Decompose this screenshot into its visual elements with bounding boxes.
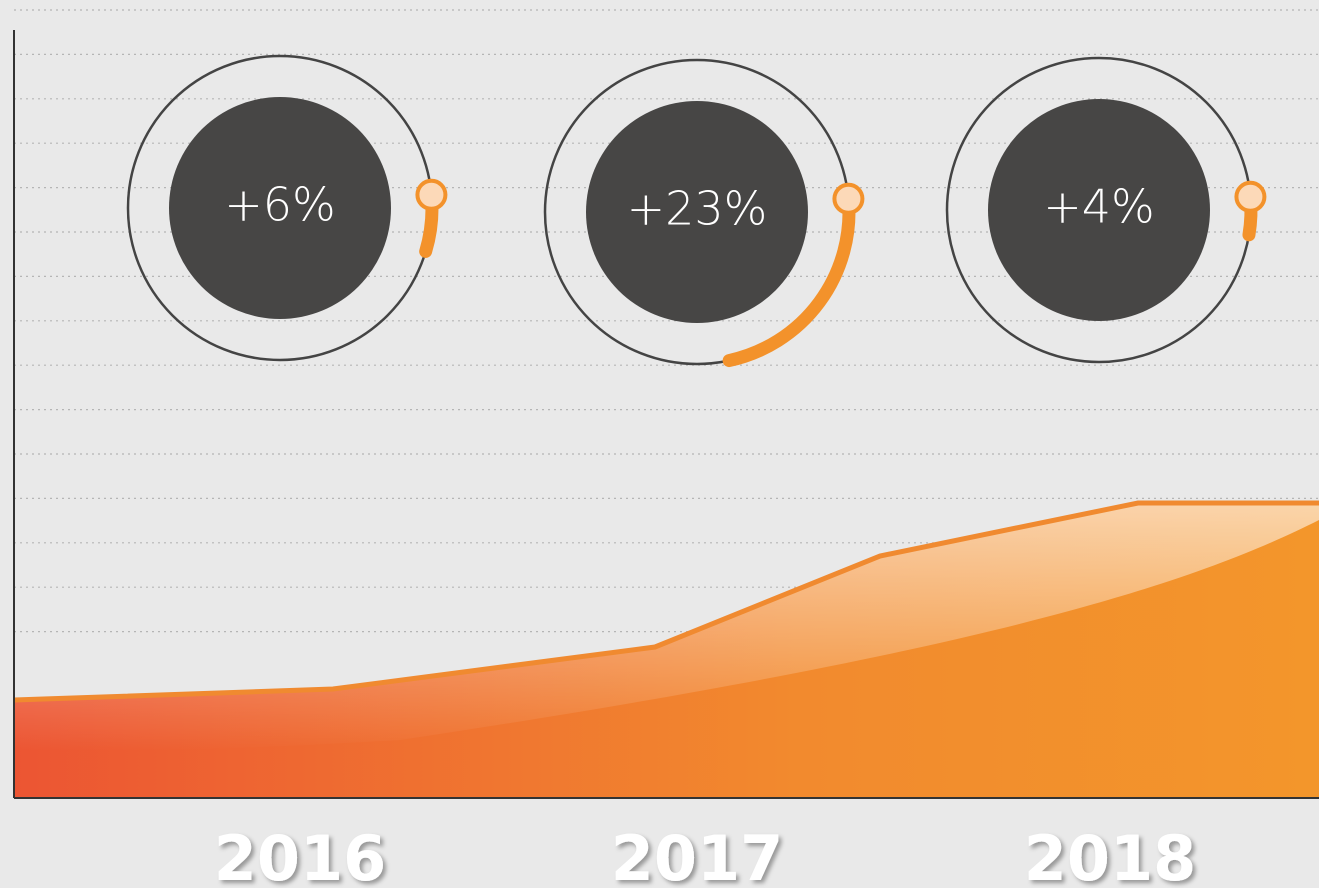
gauge-core	[586, 101, 808, 323]
gauge-knob	[1234, 180, 1267, 213]
gauge-knob	[832, 182, 865, 215]
gauge-knob	[415, 178, 448, 211]
gauge-label: +4%	[1043, 180, 1155, 234]
gauge-core	[988, 99, 1210, 321]
gauge-label: +23%	[627, 182, 768, 236]
year-label: 2016	[214, 822, 387, 888]
area-line	[13, 500, 1319, 703]
gauge-core	[169, 97, 391, 319]
year-label: 2017	[611, 822, 784, 888]
year-label: 2018	[1024, 822, 1197, 888]
years: 2016 2017 2018	[214, 822, 1197, 888]
gauge-arc	[722, 192, 856, 368]
gauge-label: +6%	[224, 178, 336, 232]
gauges: +6% +23% +4%	[126, 54, 1267, 368]
